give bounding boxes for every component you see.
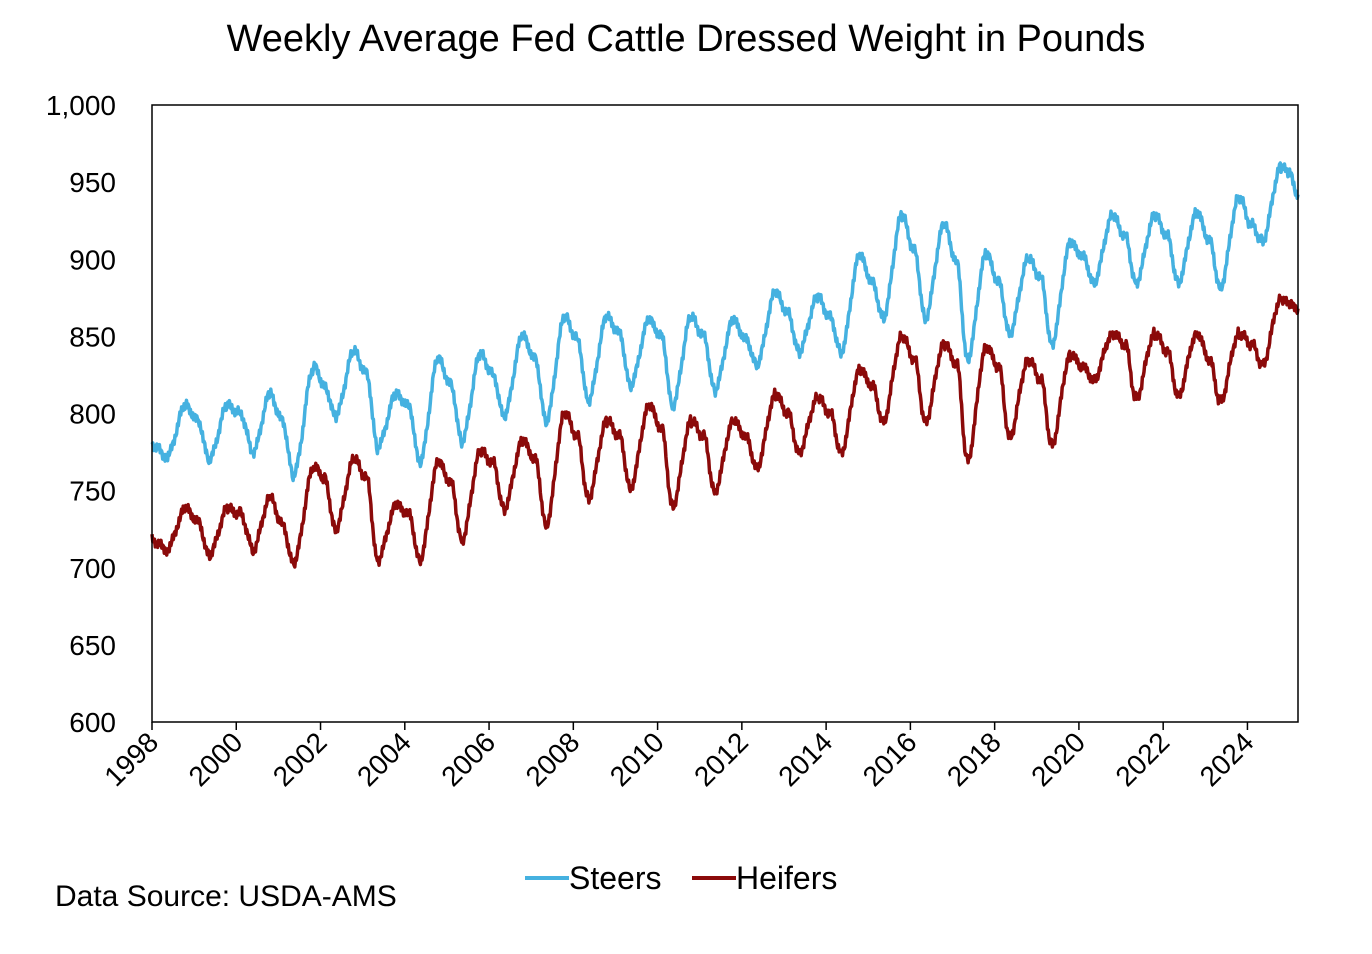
x-tick-label: 2004 [351, 726, 417, 792]
x-tick-label: 2000 [183, 726, 249, 792]
data-source-note: Data Source: USDA-AMS [55, 880, 397, 913]
x-tick-label: 2020 [1025, 726, 1091, 792]
x-tick-label: 2008 [520, 726, 586, 792]
legend-label-heifers: Heifers [736, 860, 837, 896]
x-tick-label: 2006 [435, 726, 501, 792]
series-line-steers [150, 161, 1300, 483]
x-tick-label: 2010 [604, 726, 670, 792]
x-tick-label: 2022 [1109, 726, 1175, 792]
series-line-heifers [150, 293, 1300, 569]
y-tick-label: 950 [69, 167, 116, 198]
y-tick-label: 750 [69, 476, 116, 507]
y-axis: 600 650 700 750 800 850 900 950 1,000 [46, 90, 116, 738]
x-axis: 1998 2000 2002 2004 2006 2008 2010 2012 2014 2016… [98, 722, 1260, 792]
plot-lines [150, 161, 1300, 569]
x-tick-label: 2002 [267, 726, 333, 792]
x-tick-label: 2018 [941, 726, 1007, 792]
y-tick-label: 600 [69, 707, 116, 738]
y-tick-label: 1,000 [46, 90, 116, 121]
x-tick-label: 2016 [857, 726, 923, 792]
y-tick-label: 700 [69, 553, 116, 584]
x-tick-label: 2014 [772, 726, 838, 792]
chart-title: Weekly Average Fed Cattle Dressed Weight… [226, 18, 1146, 60]
legend: Steers Heifers [525, 860, 837, 896]
y-tick-label: 900 [69, 244, 116, 275]
legend-label-steers: Steers [569, 860, 661, 896]
y-tick-label: 650 [69, 630, 116, 661]
plot-frame [151, 104, 1299, 723]
x-tick-label: 2024 [1194, 726, 1260, 792]
x-tick-label: 2012 [688, 726, 754, 792]
y-tick-label: 850 [69, 321, 116, 352]
y-tick-label: 800 [69, 399, 116, 430]
